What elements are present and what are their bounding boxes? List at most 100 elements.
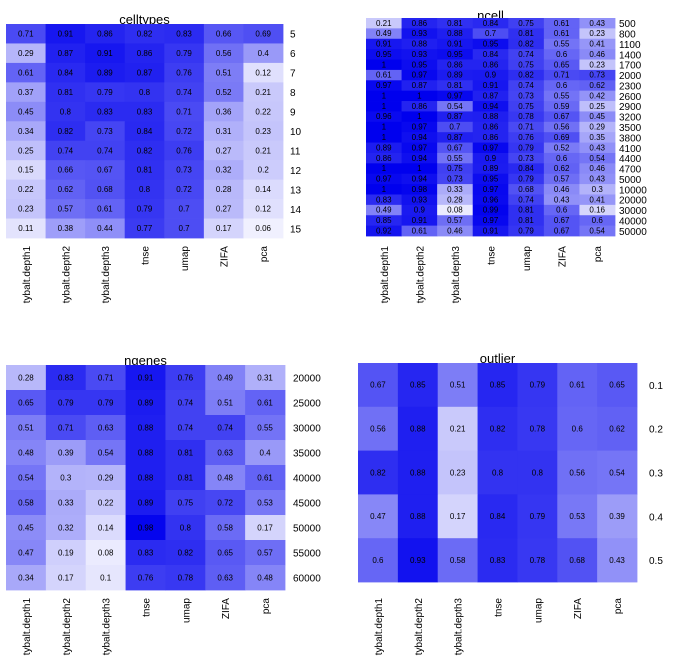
cell-value-label: 0.76 bbox=[138, 573, 154, 582]
cell-value-label: 0.39 bbox=[609, 512, 625, 521]
cell-value-label: 0.7 bbox=[179, 224, 191, 233]
heatmap-cell bbox=[472, 28, 509, 40]
cell-value-label: 0.79 bbox=[518, 175, 534, 184]
column-label: tybalt.depth2 bbox=[62, 598, 73, 656]
heatmap-cell bbox=[579, 173, 616, 185]
cell-value-label: 0.97 bbox=[447, 91, 463, 100]
cell-value-label: 0.93 bbox=[412, 50, 428, 59]
cell-value-label: 0.91 bbox=[483, 81, 499, 90]
cell-value-label: 0.43 bbox=[589, 19, 605, 28]
heatmap-cell bbox=[579, 121, 616, 133]
cell-value-label: 0.62 bbox=[589, 81, 605, 90]
heatmap-cell bbox=[508, 38, 545, 50]
heatmap-cell bbox=[508, 142, 545, 154]
cell-value-label: 0.27 bbox=[216, 205, 232, 214]
cell-value-label: 0.14 bbox=[255, 185, 271, 194]
cell-value-label: 0.61 bbox=[554, 19, 570, 28]
heatmap-cell bbox=[45, 565, 87, 591]
heatmap-cell bbox=[508, 152, 545, 164]
heatmap-cell bbox=[6, 415, 47, 441]
cell-value-label: 1 bbox=[382, 164, 387, 173]
heatmap-cell bbox=[401, 215, 438, 227]
row-label: 50000 bbox=[619, 227, 647, 238]
cell-value-label: 0.12 bbox=[255, 205, 271, 214]
heatmap-cell bbox=[245, 465, 286, 491]
heatmap-cell bbox=[472, 69, 509, 81]
cell-value-label: 0.61 bbox=[257, 398, 273, 407]
cell-value-label: 0.29 bbox=[589, 123, 605, 132]
heatmap-cell bbox=[6, 101, 46, 122]
cell-value-label: 0.53 bbox=[257, 498, 273, 507]
heatmap-cell bbox=[164, 160, 205, 181]
heatmap-cell bbox=[557, 363, 598, 408]
cell-value-label: 0.95 bbox=[447, 50, 463, 59]
heatmap-cell bbox=[437, 38, 474, 50]
heatmap-cell bbox=[125, 365, 166, 391]
cell-value-label: 0.2 bbox=[258, 166, 270, 175]
cell-value-label: 0.66 bbox=[216, 30, 232, 39]
heatmap-cell bbox=[85, 82, 126, 103]
cell-value-label: 0.78 bbox=[518, 112, 534, 121]
column-label: tybalt.depth2 bbox=[414, 598, 425, 656]
column-label: pca bbox=[593, 246, 604, 263]
cell-value-label: 1 bbox=[382, 185, 387, 194]
cell-value-label: 0.91 bbox=[138, 373, 154, 382]
heatmap-cell bbox=[543, 225, 580, 237]
cell-value-label: 0.32 bbox=[216, 166, 232, 175]
heatmap-cell bbox=[472, 80, 509, 92]
cell-value-label: 0.94 bbox=[412, 133, 428, 142]
heatmap-cell bbox=[243, 24, 284, 44]
heatmap-cell bbox=[125, 465, 166, 491]
cell-value-label: 0.82 bbox=[370, 468, 386, 477]
heatmap-cell bbox=[245, 565, 286, 591]
cell-value-label: 0.48 bbox=[18, 448, 34, 457]
column-label: tybalt.depth3 bbox=[451, 246, 462, 304]
heatmap-cell bbox=[437, 49, 474, 60]
heatmap-cell bbox=[203, 24, 244, 44]
row-label: 1400 bbox=[619, 50, 642, 61]
cell-value-label: 0.96 bbox=[376, 112, 392, 121]
cell-value-label: 0.87 bbox=[58, 49, 74, 58]
cell-value-label: 0.8 bbox=[492, 468, 504, 477]
panel-title: outlier bbox=[480, 351, 516, 366]
heatmap-cell bbox=[6, 199, 46, 219]
row-label: 2600 bbox=[619, 92, 642, 103]
heatmap-cell bbox=[45, 24, 86, 44]
heatmap-cell bbox=[579, 69, 616, 81]
cell-value-label: 0.75 bbox=[178, 498, 194, 507]
heatmap-cell bbox=[164, 218, 205, 239]
heatmap-cell bbox=[579, 49, 616, 60]
cell-value-label: 0.83 bbox=[58, 373, 74, 382]
heatmap-cell bbox=[401, 184, 438, 195]
heatmap-cell bbox=[203, 199, 244, 219]
row-label: 0.3 bbox=[649, 469, 663, 480]
heatmap-cell bbox=[205, 415, 246, 441]
cell-value-label: 0.65 bbox=[554, 60, 570, 69]
cell-value-label: 0.97 bbox=[376, 175, 392, 184]
cell-value-label: 0.41 bbox=[589, 40, 605, 49]
heatmap-cell bbox=[125, 565, 166, 591]
heatmap-cell bbox=[6, 515, 47, 541]
heatmap-cell bbox=[124, 160, 165, 181]
column-label: umap bbox=[181, 598, 192, 623]
cell-value-label: 0.74 bbox=[518, 195, 534, 204]
heatmap-cell bbox=[85, 179, 126, 200]
heatmap-cell bbox=[45, 101, 86, 122]
heatmap-cell bbox=[437, 101, 474, 112]
cell-value-label: 0.51 bbox=[217, 398, 233, 407]
heatmap-cell bbox=[543, 194, 580, 206]
heatmap-cell bbox=[477, 538, 518, 583]
cell-value-label: 0.6 bbox=[556, 206, 568, 215]
cell-value-label: 0.88 bbox=[410, 512, 426, 521]
cell-value-label: 0.23 bbox=[255, 127, 271, 136]
cell-value-label: 0.67 bbox=[554, 112, 570, 121]
heatmap-cell bbox=[437, 215, 474, 227]
cell-value-label: 0.68 bbox=[518, 185, 534, 194]
heatmap-cell bbox=[205, 365, 246, 391]
cell-value-label: 0.86 bbox=[376, 154, 392, 163]
cell-value-label: 0.33 bbox=[58, 498, 74, 507]
heatmap-cell bbox=[125, 390, 166, 416]
cell-value-label: 0.15 bbox=[18, 166, 34, 175]
row-label: 5000 bbox=[619, 175, 642, 186]
